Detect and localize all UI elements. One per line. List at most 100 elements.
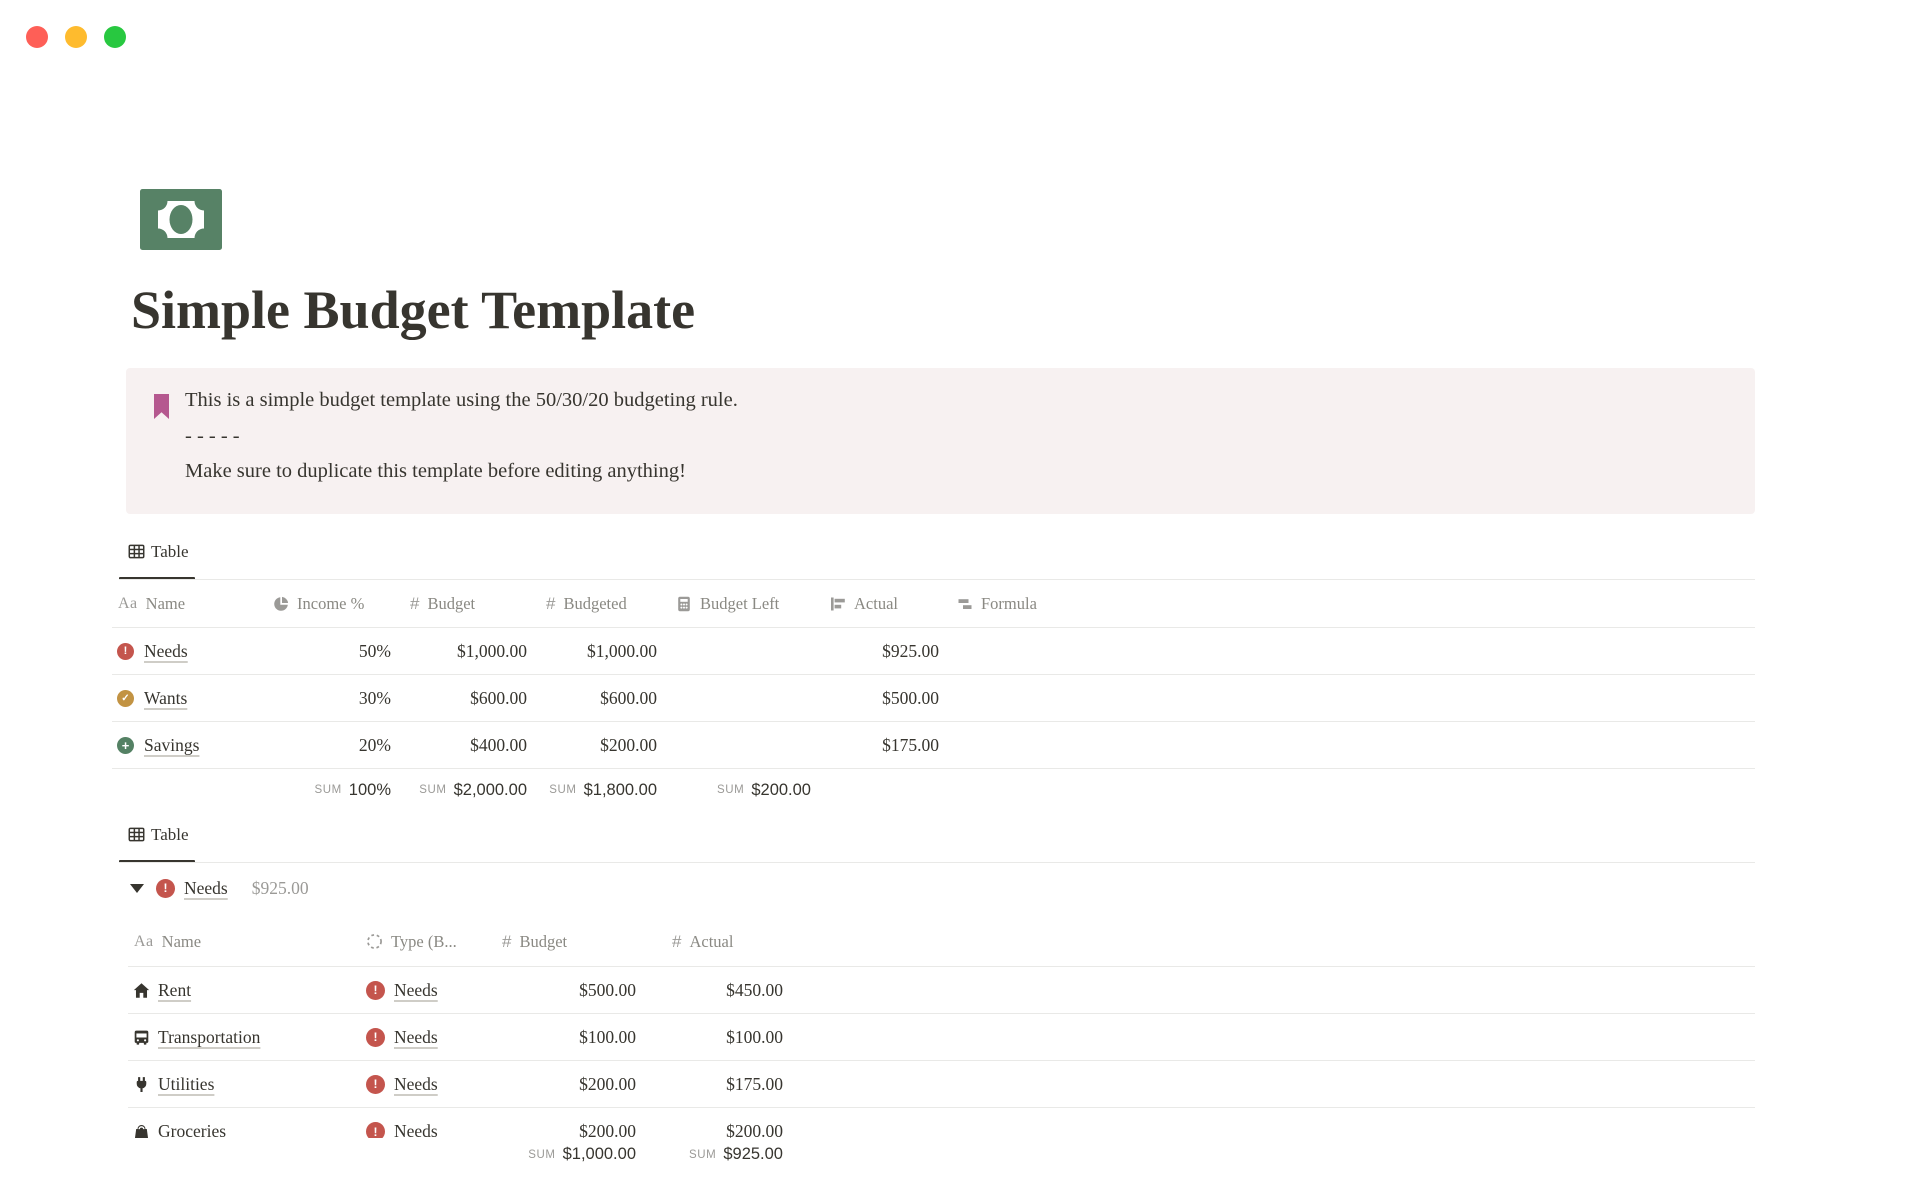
minimize-window-button[interactable] [65, 26, 87, 48]
table-row-groceries[interactable]: Groceries ! Needs $200.00 $200.00 [128, 1108, 1755, 1155]
cell-budget-left[interactable] [668, 722, 822, 768]
cell-budgeted[interactable]: $200.00 [600, 734, 657, 755]
type-link-needs[interactable]: Needs [394, 1073, 438, 1094]
column-header-income-pct[interactable]: Income % [265, 580, 402, 627]
sum-actual[interactable]: SUM $925.00 [660, 1145, 783, 1164]
type-link-needs[interactable]: Needs [394, 979, 438, 1000]
alert-circle-icon: ! [117, 642, 134, 660]
cell-actual[interactable]: $200.00 [726, 1121, 783, 1141]
column-header-type[interactable]: Type (B... [352, 917, 494, 966]
calculator-icon [676, 596, 692, 612]
tab-table-label[interactable]: Table [151, 825, 189, 844]
page-link-transportation[interactable]: Transportation [158, 1026, 261, 1047]
page-link-groceries[interactable]: Groceries [158, 1121, 227, 1141]
column-header-label: Actual [689, 931, 734, 951]
cell-budget[interactable]: $100.00 [579, 1026, 636, 1047]
page-link-needs[interactable]: Needs [144, 640, 188, 661]
budget-table-summary-row: SUM 100% SUM $2,000.00 SUM $1,800.00 SUM… [112, 769, 1755, 811]
column-header-budget[interactable]: # Budget [402, 580, 538, 627]
sum-income-pct[interactable]: SUM 100% [265, 769, 402, 811]
column-header-label: Type (B... [391, 931, 457, 951]
cell-budget[interactable]: $600.00 [470, 687, 527, 708]
plus-circle-icon: + [117, 736, 134, 754]
toggle-collapse-icon[interactable] [130, 883, 144, 893]
hash-icon: # [546, 593, 556, 613]
page-title: Simple Budget Template [131, 280, 696, 340]
sum-label: SUM [688, 1148, 717, 1161]
text-type-icon: Aa [118, 594, 138, 612]
column-header-budgeted[interactable]: # Budgeted [538, 580, 668, 627]
zoom-window-button[interactable] [104, 26, 126, 48]
sum-budget-left[interactable]: SUM $200.00 [668, 769, 822, 811]
type-link-needs[interactable]: Needs [394, 1121, 438, 1141]
table-row-needs[interactable]: ! Needs 50% $1,000.00 $1,000.00 $925.00 [112, 628, 1755, 675]
callout-line-1: This is a simple budget template using t… [185, 389, 738, 411]
cell-income-pct[interactable]: 50% [358, 640, 391, 661]
cell-budgeted[interactable]: $600.00 [600, 687, 657, 708]
page-link-savings[interactable]: Savings [144, 734, 200, 755]
pie-chart-icon [273, 596, 289, 612]
cell-actual[interactable]: $500.00 [882, 687, 939, 708]
hash-icon: # [410, 593, 420, 613]
table-row-wants[interactable]: ✓ Wants 30% $600.00 $600.00 $500.00 [112, 675, 1755, 722]
cell-actual[interactable]: $925.00 [882, 640, 939, 661]
sum-label: SUM [549, 784, 577, 796]
callout-line-3: Make sure to duplicate this template bef… [185, 460, 686, 482]
sum-budgeted[interactable]: SUM $1,800.00 [538, 769, 668, 811]
cell-budget-left[interactable] [668, 675, 822, 721]
alert-circle-icon: ! [366, 1122, 385, 1141]
group-header-needs: ! Needs $925.00 [130, 864, 309, 912]
column-header-label: Budget Left [700, 593, 780, 613]
page-link-utilities[interactable]: Utilities [158, 1073, 215, 1094]
cell-actual[interactable]: $175.00 [882, 734, 939, 755]
cell-budgeted[interactable]: $1,000.00 [587, 640, 657, 661]
column-header-formula[interactable]: Formula [945, 580, 1105, 627]
cell-income-pct[interactable]: 30% [358, 687, 391, 708]
type-link-needs[interactable]: Needs [394, 1026, 438, 1047]
close-window-button[interactable] [26, 26, 48, 48]
cell-actual[interactable]: $450.00 [726, 979, 783, 1000]
table-row-savings[interactable]: + Savings 20% $400.00 $200.00 $175.00 [112, 722, 1755, 769]
group-name-link[interactable]: Needs [184, 877, 228, 898]
cell-income-pct[interactable]: 20% [358, 734, 391, 755]
sum-budget[interactable]: SUM $2,000.00 [402, 769, 538, 811]
cell-budget-left[interactable] [668, 628, 822, 674]
column-header-name[interactable]: Aa Name [128, 917, 352, 966]
column-header-actual[interactable]: Actual [822, 580, 945, 627]
cell-budget[interactable]: $500.00 [579, 979, 636, 1000]
table-row-rent[interactable]: Rent ! Needs $500.00 $450.00 [128, 967, 1755, 1014]
alert-circle-icon: ! [366, 1074, 385, 1094]
shopping-bag-icon [133, 1123, 150, 1140]
column-header-actual[interactable]: # Actual [648, 917, 795, 966]
dashed-circle-icon [366, 933, 383, 950]
table-view-icon [128, 543, 145, 565]
cell-budget[interactable]: $200.00 [579, 1073, 636, 1094]
cell-formula[interactable] [945, 628, 1105, 674]
sum-label: SUM [716, 784, 745, 796]
table-view-icon [128, 826, 145, 848]
page-link-wants[interactable]: Wants [144, 687, 188, 708]
sum-value: $925.00 [723, 1145, 783, 1163]
cell-budget[interactable]: $200.00 [579, 1121, 636, 1141]
cell-formula[interactable] [945, 675, 1105, 721]
column-header-name[interactable]: Aa Name [112, 580, 265, 627]
cell-budget[interactable]: $400.00 [470, 734, 527, 755]
money-bill-icon[interactable] [140, 189, 222, 255]
text-type-icon: Aa [134, 932, 154, 950]
cell-formula[interactable] [945, 722, 1105, 768]
column-header-budget-left[interactable]: Budget Left [668, 580, 822, 627]
table-row-utilities[interactable]: Utilities ! Needs $200.00 $175.00 [128, 1061, 1755, 1108]
budget-table: Table Aa Name Income % # Budget # Budget [112, 540, 1755, 815]
cell-actual[interactable]: $100.00 [726, 1026, 783, 1047]
house-icon [133, 982, 150, 999]
tab-table-label[interactable]: Table [151, 542, 189, 561]
column-header-budget[interactable]: # Budget [494, 917, 648, 966]
formula-icon [957, 596, 973, 612]
table-row-transportation[interactable]: Transportation ! Needs $100.00 $100.00 [128, 1014, 1755, 1061]
sum-value: $1,800.00 [583, 780, 657, 799]
expenses-table: Table ! Needs $925.00 Aa Name Type (B... [119, 823, 1755, 1200]
page-link-rent[interactable]: Rent [158, 979, 192, 1000]
cell-actual[interactable]: $175.00 [726, 1073, 783, 1094]
sum-budget[interactable]: SUM $1,000.00 [128, 1145, 636, 1164]
cell-budget[interactable]: $1,000.00 [457, 640, 527, 661]
